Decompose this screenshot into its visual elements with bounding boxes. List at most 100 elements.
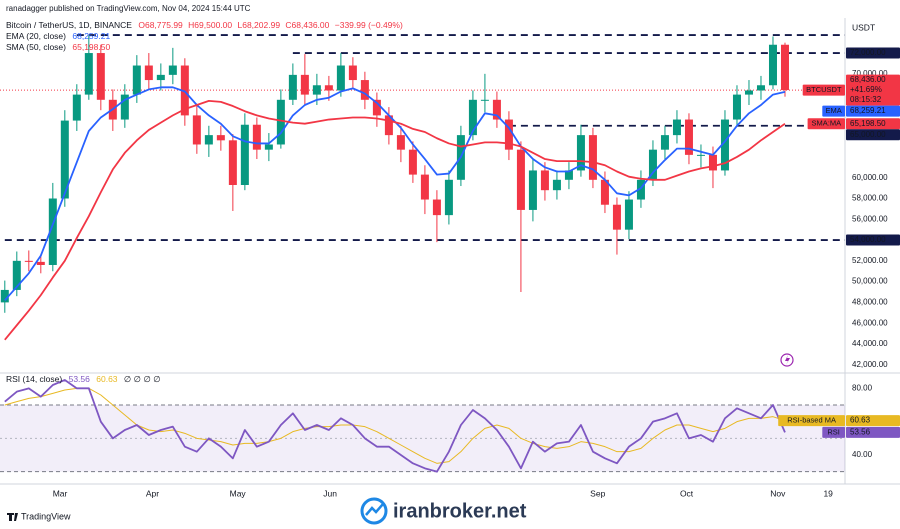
y-tick-label: 60,000.00: [852, 173, 888, 182]
legend-value: 68,259.21: [72, 31, 110, 41]
candle-body: [180, 65, 189, 116]
candle-body: [660, 135, 669, 150]
x-tick-label: Jun: [323, 488, 337, 498]
price-tag: [822, 105, 845, 117]
candle-body: [516, 149, 525, 210]
candle-body: [120, 94, 129, 120]
price-box-text: 65,000.00: [850, 130, 886, 139]
alert-icon: [780, 353, 794, 367]
x-tick-label: Nov: [770, 488, 786, 498]
symbol-title: Bitcoin / TetherUS, 1D, BINANCE: [6, 20, 132, 30]
currency: USDT: [852, 22, 875, 32]
legend-name: RSI (14, close): [6, 374, 62, 384]
candle-body: [648, 149, 657, 180]
candle-body: [780, 44, 789, 91]
watermark-icon: [360, 497, 388, 525]
y-tick-label: 50,000.00: [852, 277, 888, 286]
price-box: [846, 74, 900, 106]
indicator-line: [4, 99, 786, 341]
legend-name: SMA (50, close): [6, 42, 66, 52]
candle-body: [156, 74, 165, 81]
legend-rsi: RSI (14, close) 53.56 60.63 ∅ ∅ ∅ ∅: [6, 374, 161, 384]
candle-body: [192, 115, 201, 145]
watermark: iranbroker.net: [360, 497, 527, 525]
candle-body: [720, 119, 729, 171]
candle-body: [588, 135, 597, 180]
candle-body: [564, 170, 573, 180]
logo-mark: [7, 513, 18, 521]
candle-body: [576, 135, 585, 171]
legend-ema: EMA (20, close) 68,259.21: [6, 31, 110, 41]
price-tag: [822, 426, 845, 438]
y-tick-label: 56,000.00: [852, 214, 888, 223]
alert-bolt: [785, 355, 790, 365]
price-box-text: 68,259.21: [850, 106, 886, 115]
logo-text: TradingView: [21, 511, 71, 521]
candle-body: [756, 85, 765, 91]
candle-body: [60, 120, 69, 199]
candle-body: [288, 74, 297, 100]
ohlc-high: H69,500.00: [188, 20, 232, 30]
legend-extra: ∅ ∅ ∅ ∅: [124, 374, 161, 384]
y-tick-label: 52,000.00: [852, 256, 888, 265]
candle-body: [600, 179, 609, 205]
y-tick-label: 46,000.00: [852, 318, 888, 327]
price-tag-text: RSI-based MA: [787, 416, 836, 425]
candle-body: [612, 204, 621, 230]
candle-body: [540, 170, 549, 191]
price-tag: [807, 118, 845, 130]
ohlc-low: L68,202.99: [238, 20, 281, 30]
legend-value: 53.56: [69, 374, 91, 384]
y-tick-label: 58,000.00: [852, 194, 888, 203]
candle-body: [384, 115, 393, 136]
y-tick-label: 70,000.00: [852, 69, 888, 78]
price-box: [846, 129, 900, 141]
candle-body: [240, 124, 249, 185]
ohlc-change: −339.99 (−0.49%): [335, 20, 403, 30]
x-tick-label: Mar: [53, 488, 68, 498]
price-tag-text: SMA:MA: [812, 119, 842, 128]
candle-body: [468, 99, 477, 136]
candle-body: [168, 65, 177, 75]
ohlc-open: O68,775.99: [138, 20, 183, 30]
candle-body: [444, 179, 453, 216]
candle-body: [96, 53, 105, 100]
candle-body: [264, 144, 273, 150]
indicator-line: [4, 379, 786, 473]
publisher: ranadagger published on TradingView.com,…: [6, 4, 251, 13]
candle-body: [300, 74, 309, 95]
price-tag-text: EMA: [826, 106, 842, 115]
candle-body: [72, 94, 81, 121]
price-box: [846, 415, 900, 427]
candle-body: [228, 140, 237, 185]
candle-body: [744, 90, 753, 95]
price-box: [846, 234, 900, 246]
y-tick-label: 48,000.00: [852, 298, 888, 307]
candle-body: [276, 99, 285, 145]
y-tick-label: 42,000.00: [852, 360, 888, 369]
candle-body: [420, 174, 429, 200]
candle-body: [480, 99, 489, 101]
legend-name: EMA (20, close): [6, 31, 66, 41]
price-tag-text: BTCUSDT: [806, 85, 842, 94]
candle-body: [360, 80, 369, 100]
legend-main: Bitcoin / TetherUS, 1D, BINANCE O68,775.…: [6, 20, 403, 30]
x-tick-label: May: [230, 488, 247, 498]
legend-sma: SMA (50, close) 65,198.50: [6, 42, 110, 52]
price-box-text: 54,000.00: [850, 235, 886, 244]
candle-body: [768, 44, 777, 86]
candle-body: [552, 179, 561, 191]
candle-body: [252, 124, 261, 150]
legend-value: 60.63: [96, 374, 118, 384]
candle-body: [408, 149, 417, 175]
price-tag: [778, 415, 845, 427]
candle-body: [204, 135, 213, 145]
candle-body: [336, 65, 345, 91]
candle-body: [216, 135, 225, 141]
price-box-text: 60.63: [850, 416, 871, 425]
y-tick-label: 80.00: [852, 383, 873, 392]
price-box-text: 68,436.00: [850, 75, 886, 84]
price-box: [846, 426, 900, 438]
